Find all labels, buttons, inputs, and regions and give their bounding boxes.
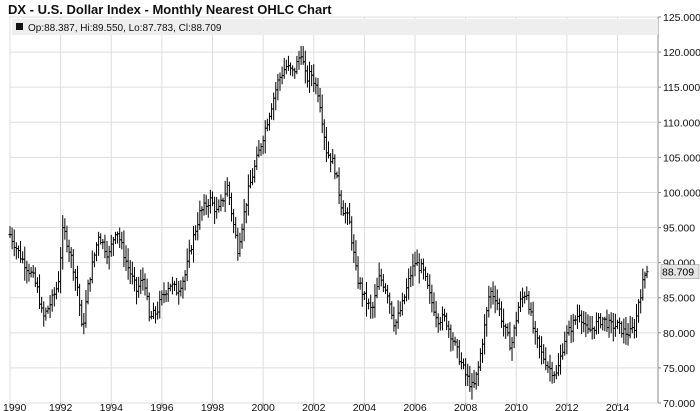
y-tick-label: 110.000 (663, 117, 700, 129)
ohlc-bar (645, 265, 649, 279)
last-value-label: 88.709 (662, 267, 694, 279)
x-tick-label: 2002 (302, 402, 326, 411)
x-axis: 1990 1992 1994 1996 1998 2000 2002 2004 2006 2008… (3, 402, 629, 411)
last-value-marker: 88.709 (660, 264, 700, 279)
y-tick-label: 75.000 (663, 363, 695, 375)
y-tick-label: 85.000 (663, 293, 695, 305)
y-tick-label: 120.000 (663, 47, 700, 59)
x-tick-label: 2004 (353, 402, 377, 411)
grid-lines (9, 16, 658, 404)
x-tick-label: 2000 (251, 402, 275, 411)
plot-area (9, 16, 659, 404)
y-axis: 125.000 120.000 115.000 110.000 105.000 100.0… (658, 12, 700, 410)
y-tick-label: 125.000 (663, 12, 700, 24)
ohlc-bars (8, 45, 649, 400)
y-tick-label: 70.000 (663, 398, 695, 410)
y-tick-label: 105.000 (663, 152, 700, 164)
y-tick-label: 95.000 (663, 223, 695, 235)
x-tick-label: 2010 (505, 402, 529, 411)
legend-text: Op:88.387, Hi:89.550, Lo:87.783, Cl:88.7… (28, 23, 222, 34)
y-tick-label: 115.000 (663, 82, 700, 94)
x-tick-label: 1998 (201, 402, 225, 411)
x-tick-label: 2014 (606, 402, 630, 411)
legend-box: Op:88.387, Hi:89.550, Lo:87.783, Cl:88.7… (12, 19, 658, 35)
x-tick-label: 2006 (403, 402, 427, 411)
x-tick-label: 1992 (49, 402, 73, 411)
chart-title: DX - U.S. Dollar Index - Monthly Nearest… (8, 2, 332, 17)
x-tick-label: 1996 (150, 402, 174, 411)
ohlc-bar (643, 271, 647, 289)
y-tick-label: 80.000 (663, 328, 695, 340)
x-tick-label: 1990 (3, 402, 27, 411)
x-tick-label: 1994 (100, 402, 124, 411)
x-tick-label: 2012 (555, 402, 579, 411)
x-tick-label: 2008 (454, 402, 478, 411)
y-tick-label: 100.000 (663, 187, 700, 199)
